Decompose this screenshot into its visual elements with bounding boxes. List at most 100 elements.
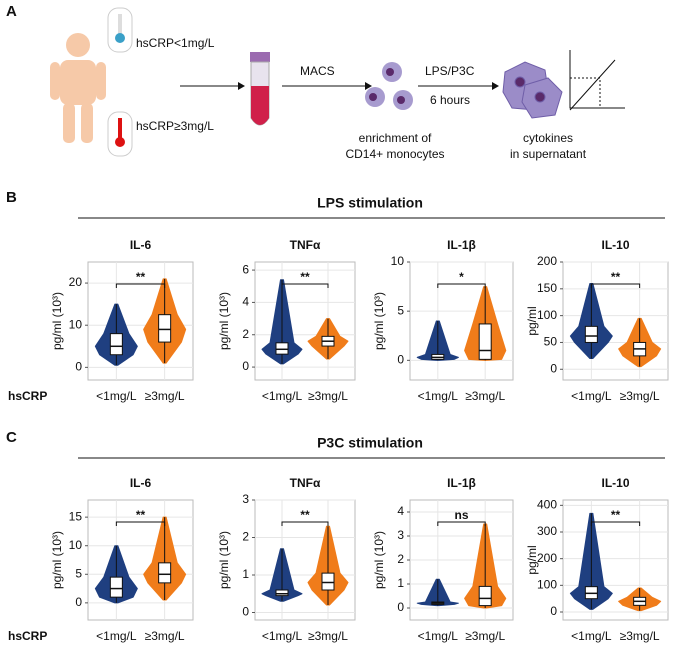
x-tick-label: ≥3mg/L — [145, 629, 185, 643]
significance-label: ** — [136, 508, 146, 522]
y-tick-label: 200 — [537, 551, 557, 565]
significance-label: * — [459, 270, 464, 284]
plot-frame — [254, 261, 356, 381]
significance-label: ** — [300, 508, 310, 522]
significance-bracket — [437, 521, 486, 526]
plot-frame — [87, 261, 194, 381]
box — [275, 342, 289, 355]
x-tick-label: <1mg/L — [418, 629, 459, 643]
y-tick-label: 50 — [544, 335, 558, 349]
y-tick-label: 100 — [537, 308, 557, 322]
group-label: hsCRP<1mg/L — [136, 36, 215, 50]
step-label: 6 hours — [430, 93, 470, 107]
x-tick-label: ≥3mg/L — [145, 389, 185, 403]
y-tick-label: 0 — [75, 360, 82, 374]
y-tick-label: 0 — [550, 604, 557, 618]
arrowhead — [238, 82, 245, 90]
panel-label: C — [6, 429, 17, 446]
section-title: P3C stimulation — [317, 435, 423, 451]
y-tick-label: 2 — [242, 327, 249, 341]
y-tick-label: 5 — [75, 566, 82, 580]
y-tick-label: 10 — [69, 538, 83, 552]
plot-frame — [87, 499, 194, 621]
thermometer-low — [107, 7, 133, 53]
y-tick-label: 1 — [397, 576, 404, 590]
chart-title: IL-10 — [601, 476, 629, 490]
significance-label: ** — [300, 270, 310, 284]
significance-label: ** — [611, 270, 621, 284]
x-tick-label: <1mg/L — [262, 389, 303, 403]
y-tick-label: 10 — [69, 317, 83, 331]
box — [478, 323, 492, 360]
y-tick-label: 0 — [550, 361, 557, 375]
x-tick-label: ≥3mg/L — [620, 389, 660, 403]
y-axis-label: pg/ml (10³) — [50, 531, 64, 589]
x-tick-label: <1mg/L — [571, 389, 612, 403]
significance-bracket — [115, 521, 166, 526]
y-tick-label: 150 — [537, 281, 557, 295]
y-axis-label: pg/ml (10³) — [217, 292, 231, 350]
x-tick-label: ≥3mg/L — [620, 629, 660, 643]
group-label: hsCRP≥3mg/L — [136, 119, 214, 133]
significance-bracket — [115, 283, 166, 288]
box — [478, 585, 492, 607]
caption: in supernatant — [510, 147, 587, 161]
significance-label: ns — [454, 508, 468, 522]
x-tick-label: <1mg/L — [96, 389, 137, 403]
chart-title: IL-1β — [447, 476, 476, 490]
y-tick-label: 4 — [242, 295, 249, 309]
box — [158, 562, 172, 584]
y-tick-label: 400 — [537, 498, 557, 512]
y-tick-label: 2 — [397, 552, 404, 566]
monocytes — [365, 62, 413, 110]
y-tick-label: 3 — [242, 492, 249, 506]
thermometer-high — [107, 111, 133, 157]
row-label: hsCRP — [8, 629, 47, 643]
arrowhead — [492, 82, 499, 90]
y-tick-label: 2 — [242, 530, 249, 544]
chart-title: IL-10 — [601, 238, 629, 252]
y-tick-label: 5 — [397, 303, 404, 317]
y-tick-label: 15 — [69, 509, 83, 523]
y-tick-label: 1 — [242, 567, 249, 581]
y-tick-label: 20 — [69, 275, 83, 289]
y-axis-label: pg/ml (10³) — [217, 531, 231, 589]
activated-cells — [502, 61, 563, 119]
box — [158, 314, 172, 343]
chart-title: IL-1β — [447, 238, 476, 252]
x-tick-label: <1mg/L — [262, 629, 303, 643]
box — [321, 572, 335, 591]
significance-bracket — [281, 521, 329, 526]
significance-bracket — [590, 521, 641, 526]
y-tick-label: 4 — [397, 504, 404, 518]
x-tick-label: ≥3mg/L — [465, 629, 505, 643]
significance-bracket — [281, 283, 329, 288]
chart-title: TNFα — [290, 238, 321, 252]
y-tick-label: 3 — [397, 528, 404, 542]
blood-tube — [250, 52, 270, 126]
panel-label: B — [6, 189, 17, 206]
chart-title: IL-6 — [130, 238, 152, 252]
arrowhead — [365, 82, 372, 90]
y-tick-label: 6 — [242, 262, 249, 276]
caption: cytokines — [523, 131, 573, 145]
caption: CD14+ monocytes — [345, 147, 444, 161]
significance-label: ** — [611, 508, 621, 522]
y-tick-label: 0 — [397, 600, 404, 614]
chart-title: IL-6 — [130, 476, 152, 490]
x-tick-label: ≥3mg/L — [308, 629, 348, 643]
y-tick-label: 300 — [537, 524, 557, 538]
box — [275, 589, 289, 597]
significance-label: ** — [136, 270, 146, 284]
x-tick-label: ≥3mg/L — [308, 389, 348, 403]
y-tick-label: 10 — [391, 254, 405, 268]
person — [50, 33, 106, 143]
y-tick-label: 0 — [242, 605, 249, 619]
box — [584, 325, 598, 343]
row-label: hsCRP — [8, 389, 47, 403]
y-tick-label: 0 — [75, 595, 82, 609]
caption: enrichment of — [359, 131, 432, 145]
significance-bracket — [590, 283, 641, 288]
x-tick-label: <1mg/L — [96, 629, 137, 643]
